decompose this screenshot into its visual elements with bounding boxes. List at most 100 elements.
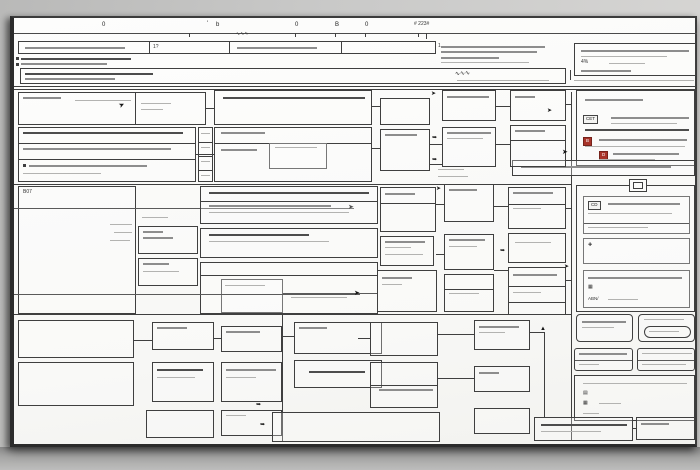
diagram-box: ➤ [510, 90, 566, 121]
connector-line [496, 106, 510, 107]
divider-line [199, 170, 212, 171]
floor-shadow [0, 447, 700, 470]
rounded-box [638, 314, 695, 342]
text-line [299, 327, 327, 329]
text-line [23, 132, 183, 134]
text-line [574, 80, 694, 81]
text-line [581, 50, 689, 52]
text-line [385, 247, 411, 248]
connector-line [438, 378, 474, 379]
diagram-box [18, 320, 134, 358]
text-line [611, 123, 677, 124]
text-line [225, 285, 265, 286]
diagram-box [442, 90, 496, 121]
text-line [447, 96, 489, 98]
ruler-glyph: 0 [102, 22, 106, 28]
text-line [642, 353, 692, 354]
flow-arrow-icon: ➤ [564, 264, 570, 270]
section-divider [14, 314, 571, 315]
diagram-box: ➤ [18, 92, 206, 125]
wide-note-box [512, 160, 695, 176]
text-line [449, 293, 479, 294]
header-tick: 1 [438, 43, 441, 49]
connector-line [436, 204, 444, 205]
text-line [382, 277, 412, 279]
divider-line [381, 203, 435, 204]
text-line [649, 331, 679, 332]
flow-arrow-icon: ➥ [256, 402, 262, 408]
ruler-glyph: B [335, 22, 340, 28]
rounded-table-cell [637, 348, 695, 371]
ruler-glyph: ' [207, 21, 209, 27]
flow-arrow-icon: ➤ [562, 149, 568, 156]
diagram-box [138, 258, 198, 286]
connector-line [214, 338, 221, 339]
text-line [201, 147, 210, 148]
text-line [582, 327, 614, 328]
text-line [581, 56, 667, 57]
flow-arrow-icon: ➤ [436, 186, 442, 192]
text-line [209, 205, 331, 207]
schematic-sheet: 0 ' b 0 B 0 # 223# ∿∿∿ 1? 1 ∿∿∿ 4% [10, 16, 697, 447]
flow-line [14, 208, 354, 209]
text-line [291, 297, 347, 298]
flow-arrow-icon: ➤ [348, 204, 354, 211]
doc-icon: ▤ [583, 390, 588, 396]
connector-line [436, 254, 444, 255]
text-line [382, 284, 402, 285]
text-line [599, 139, 687, 141]
bullet-square [16, 63, 19, 66]
text-line [309, 371, 365, 373]
ruler-tick [295, 33, 296, 37]
header-cell-divider [229, 42, 230, 53]
header-cell-label: 1? [153, 44, 159, 50]
text-line [143, 271, 179, 272]
text-line [599, 403, 621, 404]
text-line [588, 227, 648, 228]
text-line [515, 130, 545, 132]
text-line [221, 149, 257, 151]
connector-line [494, 270, 508, 271]
diagram-box [508, 267, 566, 315]
text-line [110, 224, 132, 225]
text-line [447, 138, 483, 139]
diagram-box [444, 274, 494, 312]
text-line [237, 47, 317, 49]
flow-arrow-icon: ➥ [432, 157, 438, 163]
header-info-box: 4% [574, 43, 696, 76]
diagram-box [152, 322, 214, 350]
box-label: B07 [23, 189, 32, 195]
rounded-table-cell [574, 348, 633, 371]
text-line [75, 100, 131, 101]
diagram-box: B07 [18, 186, 136, 314]
connector-line [282, 336, 294, 337]
nested-box [221, 279, 283, 313]
flow-line-vertical [544, 332, 545, 417]
text-line [582, 321, 626, 323]
connector-line [372, 106, 380, 107]
text-line [479, 372, 499, 374]
diagram-box [200, 228, 378, 258]
connector-line [633, 428, 636, 429]
text-line [143, 263, 169, 265]
diagram-box [214, 127, 372, 182]
connector-line [372, 148, 380, 149]
diagram-box [146, 410, 214, 438]
text-line [642, 364, 686, 365]
header-note-box: ∿∿∿ [20, 68, 566, 84]
diagram-box [380, 187, 436, 232]
diagram-box [510, 125, 566, 167]
grid-icon: ▦ [583, 400, 588, 406]
diagram-box [508, 233, 566, 263]
text-line [201, 161, 210, 162]
diagram-box [474, 408, 530, 434]
ruler-tick [189, 33, 190, 37]
text-line [201, 133, 210, 134]
ruler-glyph: # 223# [414, 21, 430, 27]
diagram-box [444, 184, 494, 222]
text-line [21, 58, 131, 60]
bottom-bar-box [534, 417, 633, 441]
text-line [479, 332, 505, 333]
text-line [114, 232, 132, 233]
divider-line [201, 275, 377, 276]
